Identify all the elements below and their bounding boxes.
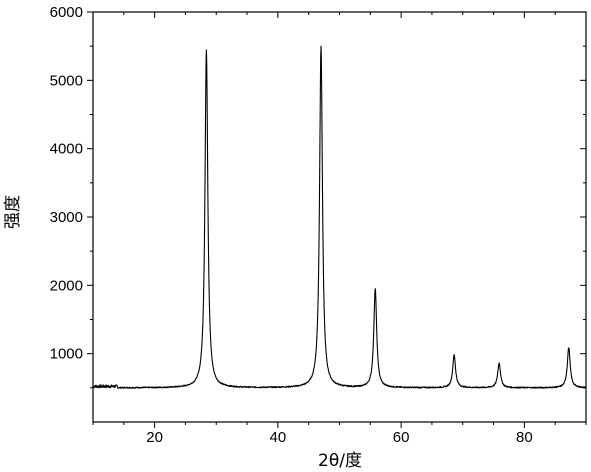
x-tick-label: 80 [516,429,533,446]
y-tick-label: 3000 [50,209,83,226]
y-axis-title: 强度 [3,195,23,229]
y-tick-label: 1000 [50,346,83,363]
y-tick-label: 5000 [50,72,83,89]
series-line [92,45,587,389]
axes: 20 40 60 80 1000 2000 3000 4000 5000 6000 [50,4,587,446]
x-tick-label: 20 [146,429,163,446]
y-tick-label: 2000 [50,277,83,294]
x-tick-label: 60 [393,429,410,446]
plot-area [92,45,587,389]
x-tick-label: 40 [270,429,287,446]
y-tick-label: 6000 [50,4,83,21]
x-axis-title: 2θ/度 [318,451,362,471]
y-tick-label: 4000 [50,141,83,158]
plot-frame [92,11,587,423]
